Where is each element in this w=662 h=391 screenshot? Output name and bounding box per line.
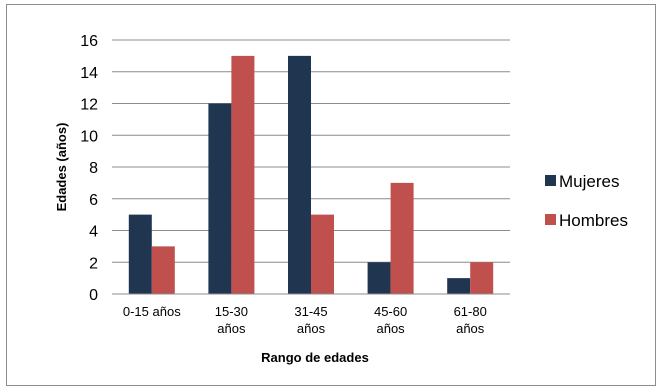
x-category-label: 31-45: [294, 304, 327, 319]
legend: Mujeres Hombres: [545, 172, 628, 230]
bars: [128, 55, 494, 294]
x-category-label: años: [376, 321, 405, 336]
y-tick-label: 6: [89, 192, 98, 209]
legend-label-hombres: Hombres: [559, 211, 628, 230]
y-tick-label: 4: [89, 224, 98, 241]
bar-mujeres-2: [288, 55, 311, 294]
y-tick-label: 2: [89, 255, 98, 272]
y-tick-label: 0: [89, 287, 98, 304]
y-axis-ticks: 0 2 4 6 8 10 12 14 16: [80, 33, 98, 304]
bar-hombres-2: [311, 214, 334, 294]
x-category-label: 61-80: [454, 304, 487, 319]
y-tick-label: 10: [80, 128, 98, 145]
bar-mujeres-4: [447, 278, 471, 294]
x-category-label: años: [456, 321, 485, 336]
x-axis-categories: 0-15 años 15-30 años 31-45 años 45-60 años 61-8…: [123, 304, 487, 336]
bar-mujeres-0: [128, 214, 152, 294]
y-tick-label: 16: [80, 33, 98, 50]
y-tick-label: 12: [80, 97, 98, 114]
x-category-label: 0-15 años: [123, 304, 181, 319]
chart-frame: [6, 4, 656, 386]
x-axis-title: Rango de edades: [261, 350, 369, 365]
x-category-label: años: [297, 321, 326, 336]
x-category-label: 45-60: [374, 304, 407, 319]
bar-hombres-4: [470, 262, 494, 294]
legend-swatch-hombres: [545, 214, 556, 225]
y-axis-title: Edades (años): [54, 123, 69, 212]
bar-mujeres-1: [208, 103, 232, 294]
bar-mujeres-3: [367, 262, 391, 294]
legend-label-mujeres: Mujeres: [559, 172, 619, 191]
bar-hombres-3: [390, 182, 414, 294]
y-tick-label: 14: [80, 65, 98, 82]
legend-swatch-mujeres: [545, 175, 556, 186]
bar-hombres-1: [231, 55, 255, 294]
y-tick-label: 8: [89, 160, 98, 177]
bar-hombres-0: [151, 246, 175, 294]
x-category-label: 15-30: [215, 304, 248, 319]
x-category-label: años: [217, 321, 246, 336]
